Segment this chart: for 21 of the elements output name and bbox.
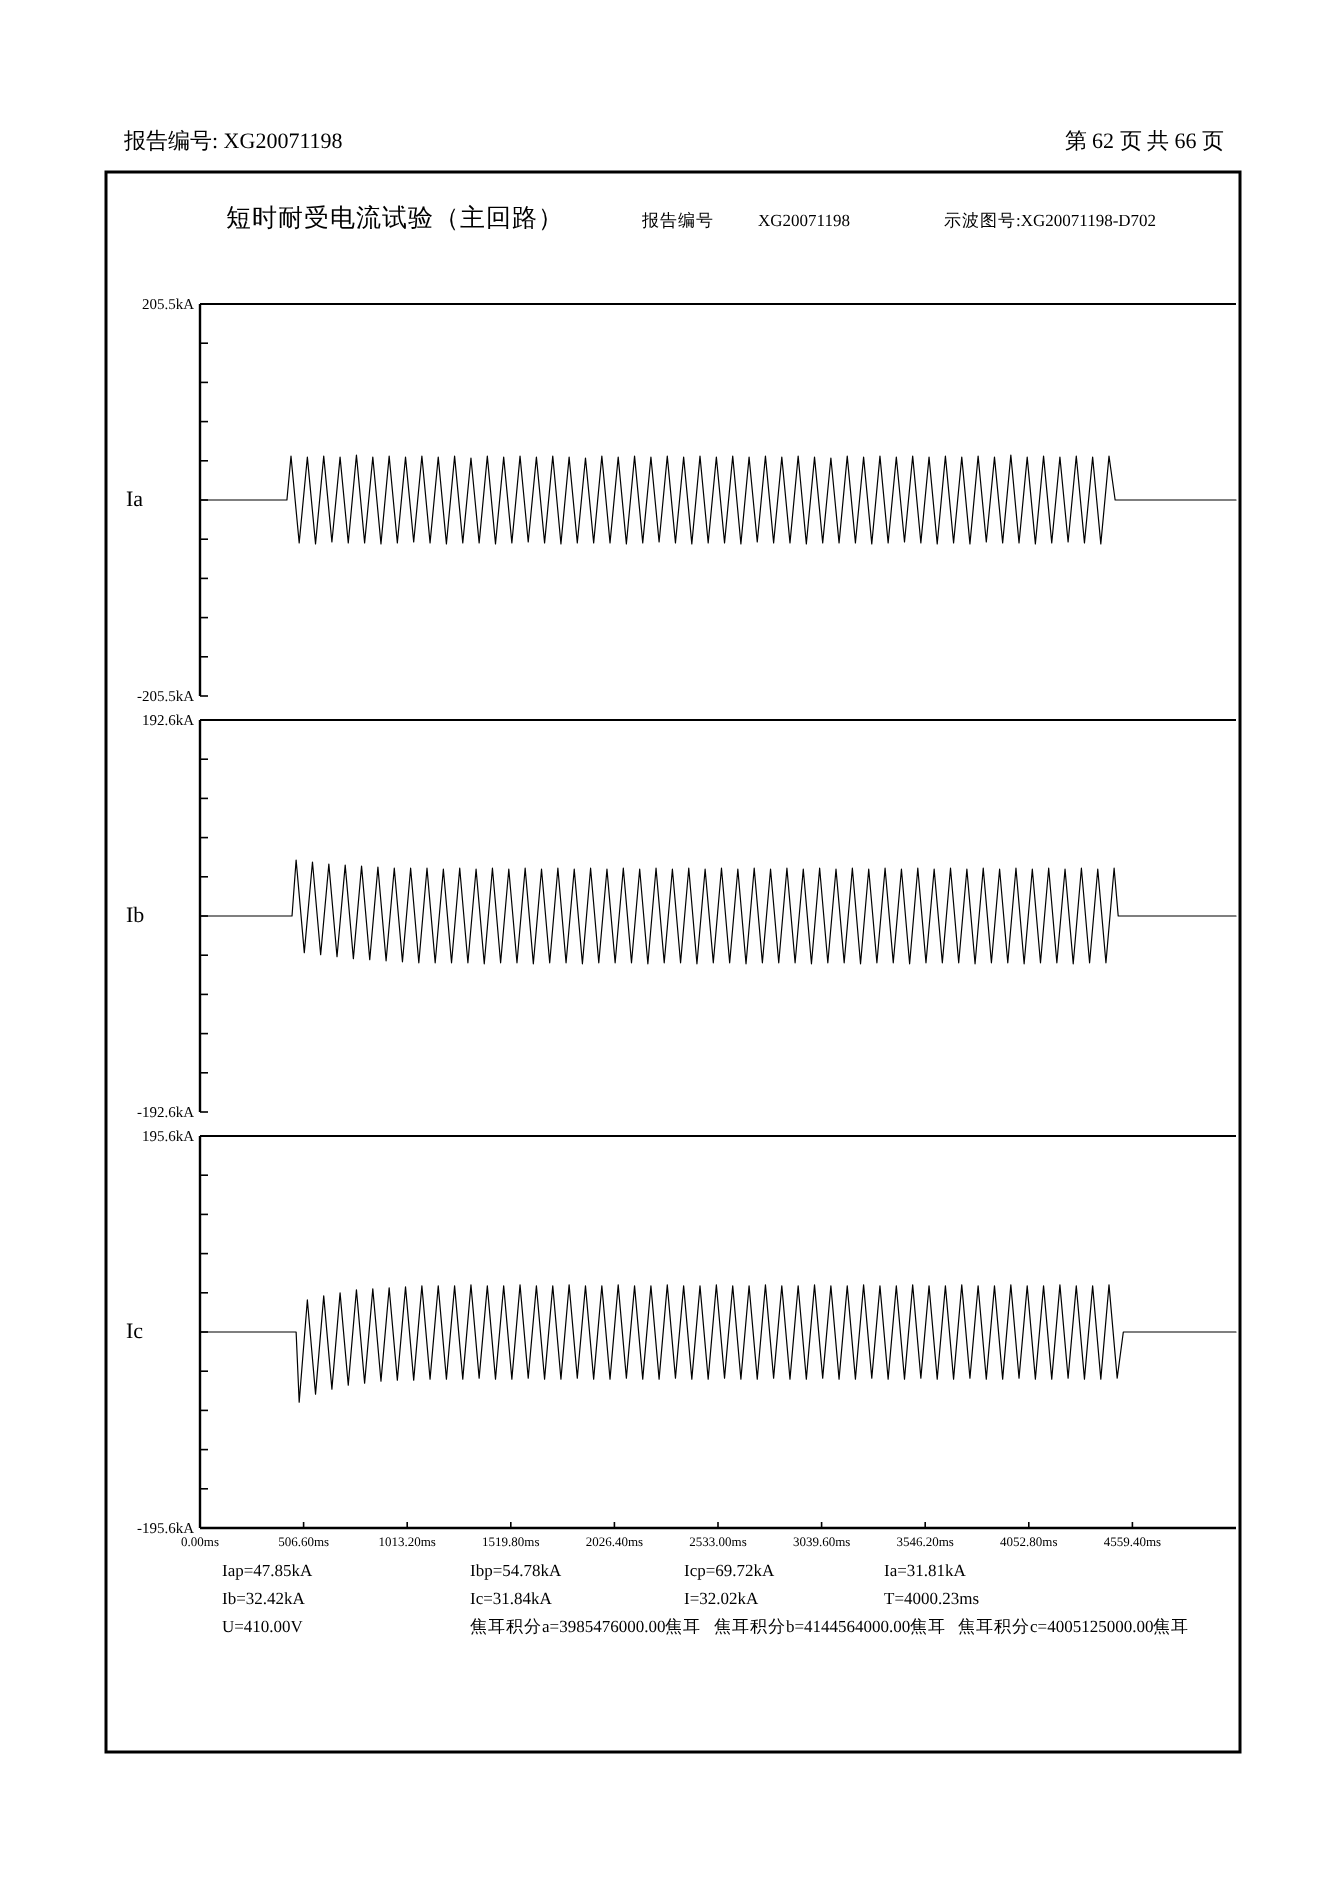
annotation: XG20071198	[758, 210, 850, 230]
ylabel: Ib	[126, 904, 145, 928]
annotation: 报告编号: XG20071198	[124, 130, 343, 154]
annotation: 第 62 页 共 66 页	[1064, 130, 1224, 154]
annotation: Iap=47.85kA	[222, 1560, 313, 1580]
title: 短时耐受电流试验（主回路）	[226, 204, 564, 232]
annotation: 报告编号	[642, 210, 714, 230]
annotation: Ia=31.81kA	[884, 1560, 966, 1580]
annotation: U=410.00V	[222, 1616, 303, 1636]
annotation: Icp=69.72kA	[684, 1560, 775, 1580]
annotation: 焦耳积分b=4144564000.00焦耳	[714, 1616, 947, 1636]
annotation: I=32.02kA	[684, 1588, 759, 1608]
annotation: Ibp=54.78kA	[470, 1560, 562, 1580]
annotation: 焦耳积分c=4005125000.00焦耳	[958, 1616, 1190, 1636]
ylabel: Ia	[126, 488, 144, 512]
annotation: Ic=31.84kA	[470, 1588, 552, 1608]
annotation: 示波图号:XG20071198-D702	[944, 210, 1157, 230]
annotation: Ib=32.42kA	[222, 1588, 305, 1608]
annotation: T=4000.23ms	[884, 1588, 980, 1608]
ylabel: Ic	[126, 1320, 144, 1344]
annotation: 焦耳积分a=3985476000.00焦耳	[470, 1616, 702, 1636]
